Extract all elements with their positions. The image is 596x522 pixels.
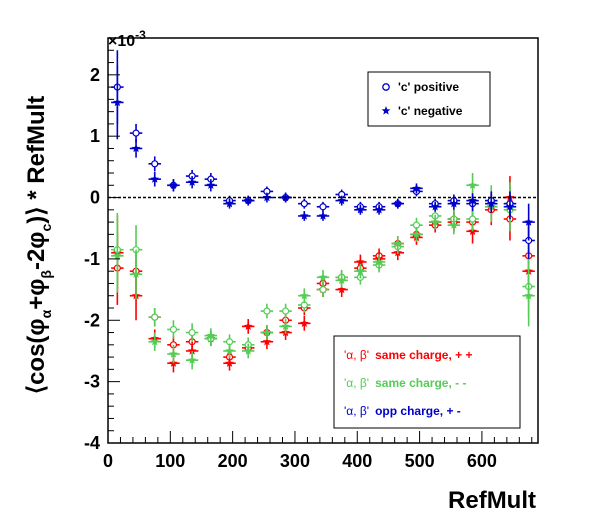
data-point-star: [113, 97, 122, 107]
data-point-open-circle: [282, 307, 290, 315]
x-tick-label: 100: [155, 451, 185, 471]
plot-marks: [111, 50, 535, 373]
data-point-star: [318, 211, 328, 220]
data-point-star: [318, 272, 328, 281]
legend-marker-type: 'c' positive 'c' negative: [367, 71, 491, 127]
data-point-star: [356, 257, 365, 266]
data-point-star: [300, 291, 309, 300]
y-multiplier: ×10-3: [108, 28, 146, 50]
x-tick-label: 500: [405, 451, 435, 471]
data-point-star: [206, 180, 216, 189]
data-point-star: [243, 346, 253, 355]
data-point-open-circle: [319, 285, 327, 294]
data-point-star: [187, 177, 197, 186]
x-tick-label: 300: [280, 451, 310, 471]
axis-ticks: 0 100 200 300 400 500 600 -4 -3 -2 -1 0 1 2: [84, 37, 533, 471]
data-point-star: [262, 193, 272, 202]
y-tick-label: 1: [90, 126, 100, 146]
data-point-star: [206, 331, 216, 340]
y-tick-label: -2: [84, 310, 100, 330]
legend-star-marker: [381, 106, 391, 115]
data-point-star: [356, 266, 365, 275]
data-point-star: [150, 174, 160, 183]
data-point-star: [393, 239, 403, 248]
plot-frame: [107, 37, 539, 444]
data-point-open-circle: [300, 200, 308, 208]
data-point-star: [187, 355, 197, 364]
data-point-star: [449, 220, 459, 229]
data-point-open-circle: [319, 203, 327, 211]
data-point-star: [243, 321, 253, 331]
data-point-star: [412, 229, 421, 238]
y-axis-title: ⟨cos(φα+φβ-2φc)⟩ * RefMult: [23, 96, 54, 395]
data-point-star: [393, 199, 403, 208]
data-point-star: [113, 251, 122, 260]
data-point-star: [169, 180, 178, 189]
data-point-star: [281, 321, 290, 331]
data-point-star: [505, 202, 515, 211]
data-point-star: [169, 349, 178, 358]
data-series: [111, 65, 535, 241]
data-point-star: [430, 217, 440, 226]
data-point-open-circle: [188, 328, 196, 337]
y-tick-label: -4: [84, 433, 100, 453]
x-tick-label: 600: [467, 451, 497, 471]
data-point-star: [449, 199, 459, 208]
legend-charge-combination-box: [333, 335, 521, 429]
data-point-star: [337, 196, 346, 205]
data-point-star: [187, 346, 197, 355]
data-point-open-circle: [151, 313, 159, 321]
data-point-star: [524, 291, 533, 300]
data-point-star: [225, 346, 234, 355]
x-tick-label: 400: [342, 451, 372, 471]
y-tick-label: -1: [84, 249, 100, 269]
data-point-star: [243, 196, 253, 205]
data-point-star: [131, 143, 141, 153]
data-point-star: [524, 217, 533, 226]
legend-same-charge-plus-label: 'α, β' same charge, + +: [344, 348, 473, 362]
data-point-open-circle: [151, 160, 159, 168]
legend-same-charge-minus-label: 'α, β' same charge, - -: [344, 376, 466, 390]
data-point-star: [225, 199, 234, 208]
data-point-star: [486, 199, 496, 208]
data-point-star: [262, 328, 272, 337]
y-tick-label: 2: [90, 65, 100, 85]
y-tick-label: -3: [84, 372, 100, 392]
data-point-star: [131, 269, 141, 278]
legend-c-negative-label: 'c' negative: [398, 104, 463, 118]
data-point-open-circle: [132, 129, 140, 137]
data-point-star: [300, 318, 309, 327]
x-tick-label: 200: [218, 451, 248, 471]
data-point-open-circle: [169, 325, 178, 334]
x-tick-label: 0: [103, 451, 113, 471]
data-point-star: [374, 257, 384, 266]
data-point-open-circle: [468, 215, 477, 223]
x-axis-title: RefMult: [448, 487, 536, 514]
data-point-star: [356, 205, 365, 214]
data-point-star: [468, 196, 477, 205]
data-point-star: [225, 358, 234, 367]
data-point-star: [468, 180, 477, 189]
data-point-star: [150, 337, 160, 346]
data-point-open-circle: [263, 307, 271, 315]
y-tick-label: 0: [90, 188, 100, 208]
data-point-star: [374, 205, 384, 214]
data-point-star: [300, 211, 309, 220]
legend-open-circle-marker: [382, 83, 390, 91]
data-point-star: [262, 337, 272, 346]
data-point-star: [337, 285, 346, 294]
legend-c-positive-label: 'c' positive: [398, 80, 459, 94]
data-point-star: [430, 202, 440, 211]
data-point-star: [337, 275, 346, 285]
data-point-star: [412, 183, 421, 192]
y-multiplier-exponent: -3: [135, 28, 146, 42]
legend-opp-charge-label: 'α, β' opp charge, + -: [344, 404, 461, 418]
legend-charge-combination: 'α, β' same charge, + + 'α, β' same charge…: [333, 335, 521, 429]
legend-marker-type-box: [367, 71, 491, 127]
